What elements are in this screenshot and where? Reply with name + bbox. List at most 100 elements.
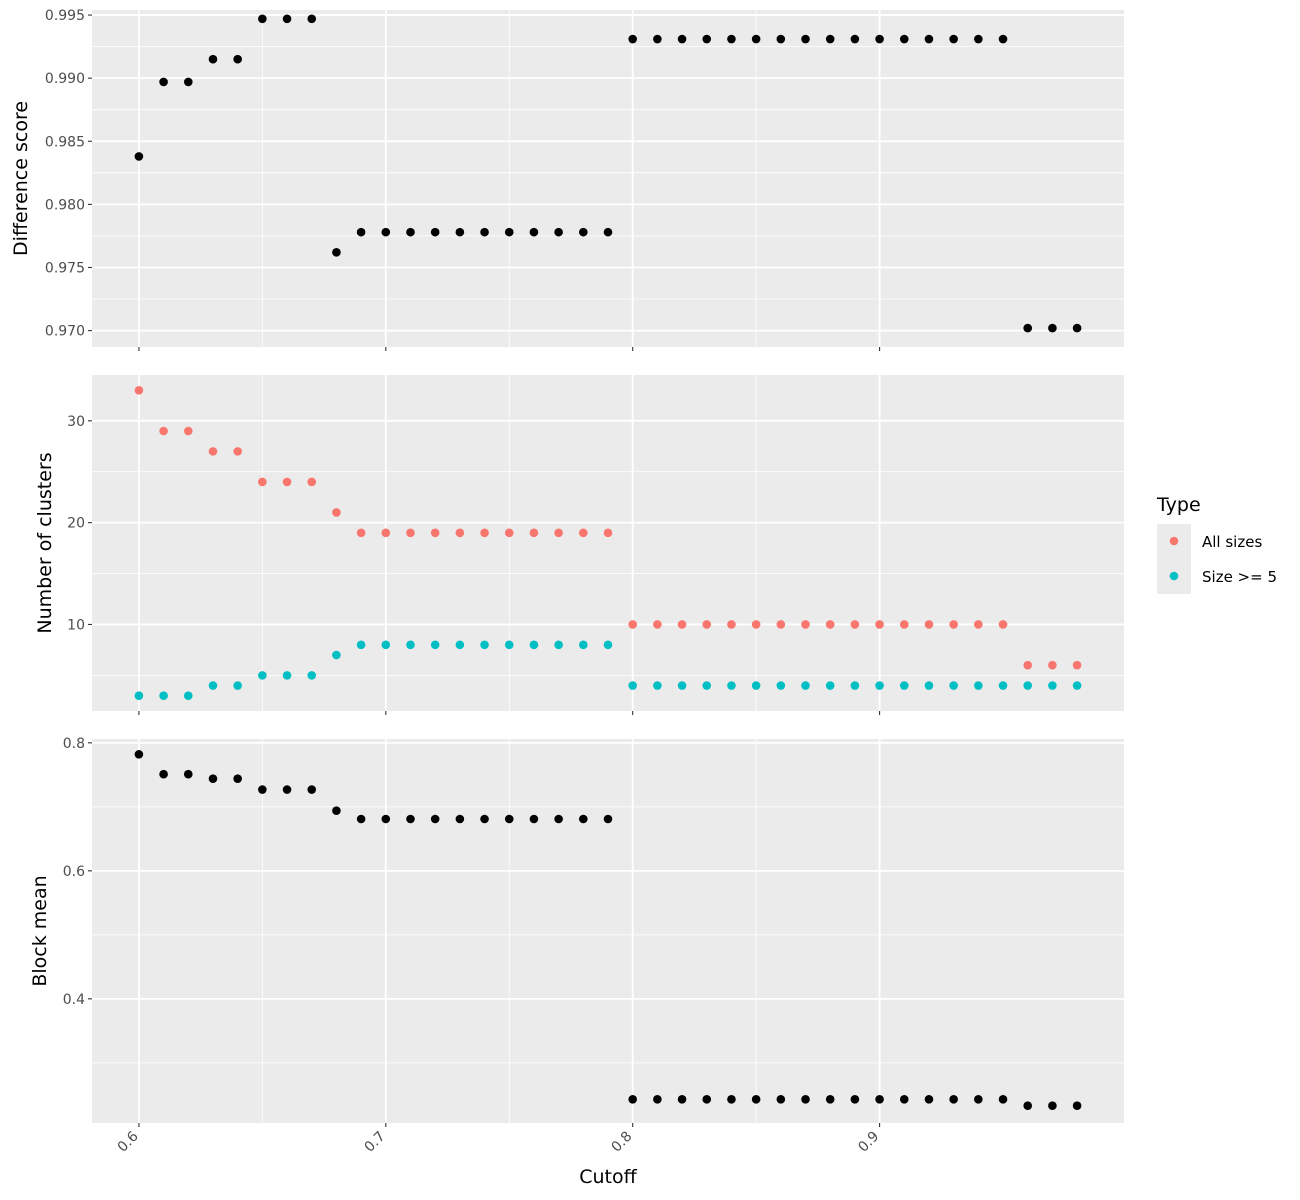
data-point bbox=[159, 691, 168, 701]
data-point bbox=[282, 477, 292, 487]
data-point bbox=[529, 814, 539, 824]
panel-background bbox=[92, 739, 1124, 1123]
data-point bbox=[381, 227, 391, 237]
data-point bbox=[825, 1095, 835, 1104]
y-tick-label: 0.6 bbox=[63, 864, 85, 880]
data-point bbox=[653, 34, 662, 44]
data-point bbox=[159, 769, 168, 779]
data-point bbox=[430, 528, 440, 538]
legend-label-size-5: Size >= 5 bbox=[1202, 568, 1277, 586]
data-point bbox=[899, 1095, 909, 1104]
data-point bbox=[183, 77, 193, 87]
data-point bbox=[751, 34, 761, 44]
data-point bbox=[677, 34, 687, 44]
data-point bbox=[554, 528, 563, 538]
data-point bbox=[727, 620, 736, 629]
data-point bbox=[1023, 660, 1033, 670]
legend: Type All sizes Size >= 5 bbox=[1156, 494, 1277, 594]
data-point bbox=[727, 681, 736, 690]
data-point bbox=[579, 814, 588, 824]
data-point bbox=[1048, 1101, 1057, 1111]
data-point bbox=[924, 620, 934, 629]
data-point bbox=[455, 528, 465, 538]
legend-key-all-sizes bbox=[1169, 536, 1179, 546]
panels: 0.970 0.975 0.980 0.985 0.990 0.995 Difference… bbox=[10, 8, 1124, 1127]
data-point bbox=[677, 681, 687, 690]
panel-2: 10 20 30 Number of clusters bbox=[34, 375, 1124, 715]
data-point bbox=[529, 227, 539, 237]
data-point bbox=[825, 34, 835, 44]
legend-key-size-5 bbox=[1169, 571, 1179, 581]
data-point bbox=[628, 1095, 637, 1104]
y-tick-label: 0.4 bbox=[63, 992, 85, 1008]
data-point bbox=[850, 1095, 860, 1104]
data-point bbox=[776, 1095, 786, 1104]
data-point bbox=[924, 1095, 934, 1104]
data-point bbox=[628, 681, 637, 690]
y-tick-label: 10 bbox=[67, 617, 85, 633]
series-2 bbox=[134, 640, 1082, 701]
data-point bbox=[529, 640, 539, 650]
panel-1: 0.970 0.975 0.980 0.985 0.990 0.995 Difference… bbox=[10, 8, 1124, 351]
x-tick-label: 0.8 bbox=[608, 1129, 635, 1156]
data-point bbox=[998, 620, 1008, 629]
data-point bbox=[702, 681, 712, 690]
legend-label-all-sizes: All sizes bbox=[1202, 533, 1262, 551]
series-1 bbox=[134, 750, 1082, 1111]
data-point bbox=[208, 774, 218, 783]
data-point bbox=[282, 671, 292, 680]
data-point bbox=[875, 34, 884, 44]
data-point bbox=[430, 227, 440, 237]
data-point bbox=[924, 681, 934, 690]
panel-background bbox=[92, 375, 1124, 711]
data-point bbox=[974, 681, 983, 690]
data-point bbox=[480, 227, 489, 237]
data-point bbox=[504, 227, 514, 237]
data-point bbox=[258, 671, 267, 680]
data-point bbox=[134, 691, 144, 701]
data-point bbox=[1072, 681, 1082, 690]
data-point bbox=[702, 620, 712, 629]
data-point bbox=[233, 447, 242, 456]
y-tick-label: 0.980 bbox=[45, 197, 85, 213]
y-tick-label: 30 bbox=[67, 414, 85, 430]
data-point bbox=[801, 34, 810, 44]
data-point bbox=[504, 814, 514, 824]
data-point bbox=[899, 681, 909, 690]
panel-3: 0.4 0.6 0.8 Block mean bbox=[29, 736, 1124, 1127]
data-point bbox=[727, 34, 736, 44]
data-point bbox=[307, 785, 317, 794]
data-point bbox=[998, 681, 1008, 690]
data-point bbox=[282, 785, 292, 794]
data-point bbox=[1023, 1101, 1033, 1111]
data-point bbox=[406, 814, 415, 824]
data-point bbox=[751, 681, 761, 690]
data-point bbox=[825, 681, 835, 690]
data-point bbox=[603, 814, 613, 824]
y-tick-label: 0.990 bbox=[45, 71, 85, 87]
data-point bbox=[603, 640, 613, 650]
data-point bbox=[258, 14, 267, 24]
y-axis-title: Block mean bbox=[29, 875, 51, 986]
data-point bbox=[554, 640, 563, 650]
data-point bbox=[332, 248, 341, 257]
data-point bbox=[924, 34, 934, 44]
data-point bbox=[677, 620, 687, 629]
data-point bbox=[949, 1095, 958, 1104]
panel-background bbox=[92, 10, 1124, 347]
x-axis-title: Cutoff bbox=[579, 1166, 637, 1188]
data-point bbox=[455, 227, 465, 237]
data-point bbox=[579, 640, 588, 650]
x-tick-label: 0.6 bbox=[115, 1128, 142, 1155]
data-point bbox=[480, 528, 489, 538]
data-point bbox=[183, 426, 193, 436]
data-point bbox=[529, 528, 539, 538]
data-point bbox=[183, 691, 193, 701]
data-point bbox=[579, 227, 588, 237]
data-point bbox=[776, 34, 786, 44]
data-point bbox=[850, 34, 860, 44]
data-point bbox=[381, 814, 391, 824]
x-axis: 0.6 0.7 0.8 0.9 bbox=[115, 1128, 883, 1155]
data-point bbox=[307, 477, 317, 487]
